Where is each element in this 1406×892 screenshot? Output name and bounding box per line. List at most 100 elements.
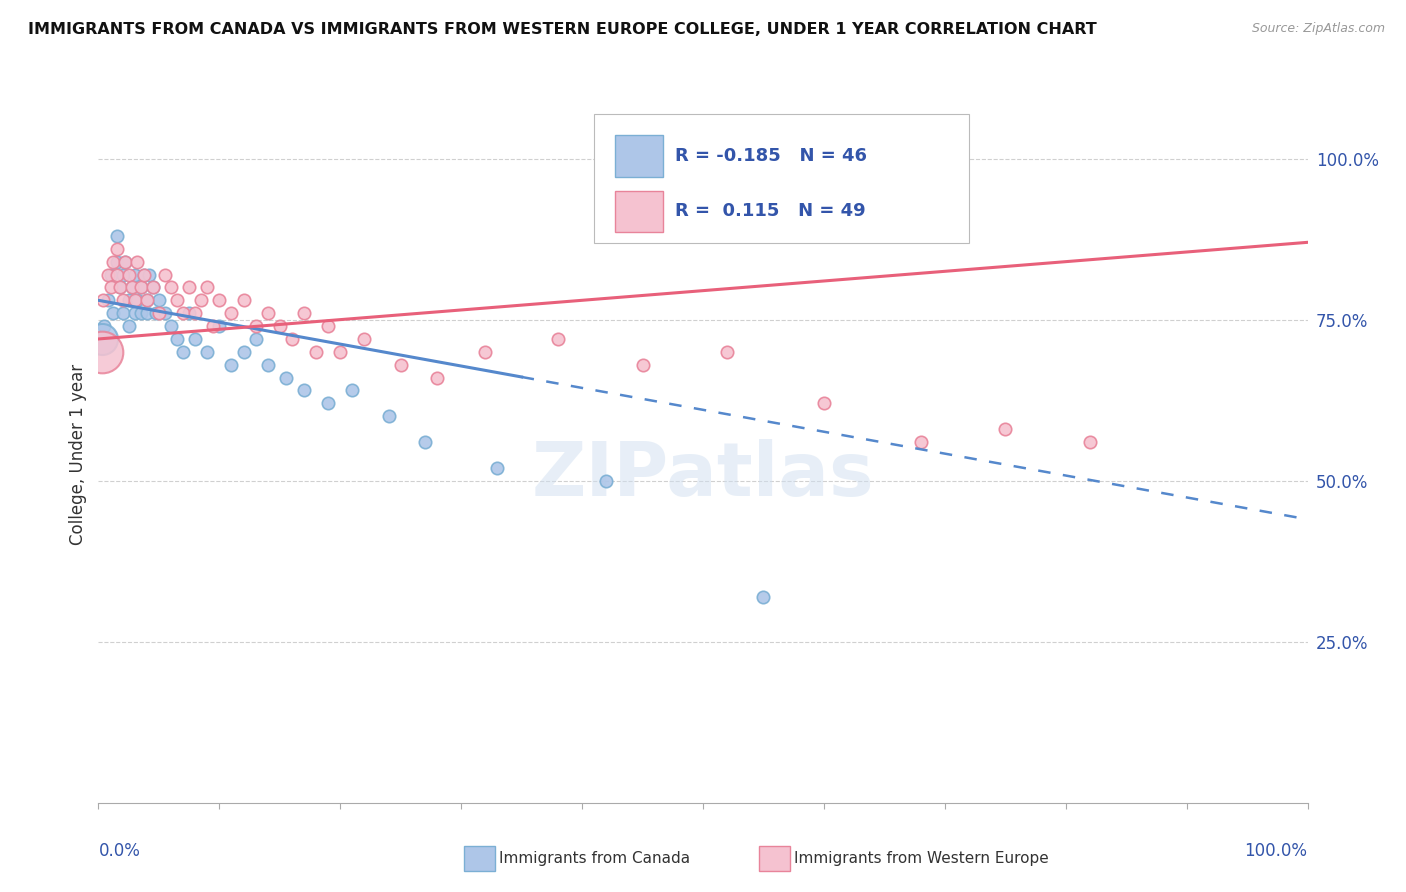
- Point: [105, 268, 128, 282]
- Point: [118, 268, 141, 282]
- Point: [281, 332, 304, 346]
- Point: [127, 293, 149, 308]
- Point: [148, 293, 170, 308]
- Point: [105, 228, 128, 243]
- Point: [105, 242, 128, 256]
- Point: [413, 435, 436, 450]
- Point: [160, 319, 183, 334]
- Point: [138, 268, 160, 282]
- Point: [145, 306, 167, 320]
- Point: [426, 370, 449, 384]
- Point: [129, 306, 152, 320]
- Point: [994, 422, 1017, 436]
- Point: [292, 384, 315, 398]
- Point: [232, 344, 254, 359]
- Text: Immigrants from Western Europe: Immigrants from Western Europe: [794, 851, 1049, 865]
- Point: [177, 280, 201, 294]
- Point: [118, 293, 141, 308]
- Point: [474, 344, 496, 359]
- Point: [329, 344, 352, 359]
- Point: [256, 306, 278, 320]
- Point: [100, 268, 122, 282]
- Point: [208, 319, 231, 334]
- Point: [377, 409, 399, 424]
- Point: [221, 358, 243, 372]
- Text: R = -0.185   N = 46: R = -0.185 N = 46: [675, 147, 868, 165]
- Point: [172, 306, 194, 320]
- Point: [245, 332, 267, 346]
- Point: [595, 474, 617, 488]
- Point: [114, 254, 136, 268]
- Point: [184, 332, 207, 346]
- Point: [97, 293, 120, 308]
- Point: [195, 280, 218, 294]
- Point: [111, 306, 134, 320]
- Text: IMMIGRANTS FROM CANADA VS IMMIGRANTS FROM WESTERN EUROPE COLLEGE, UNDER 1 YEAR C: IMMIGRANTS FROM CANADA VS IMMIGRANTS FRO…: [28, 22, 1097, 37]
- Point: [274, 370, 297, 384]
- Point: [716, 344, 738, 359]
- Text: R =  0.115   N = 49: R = 0.115 N = 49: [675, 202, 866, 220]
- Point: [91, 293, 114, 308]
- FancyBboxPatch shape: [595, 114, 969, 243]
- Point: [190, 293, 212, 308]
- Point: [111, 268, 134, 282]
- Point: [121, 280, 143, 294]
- FancyBboxPatch shape: [614, 191, 664, 232]
- Point: [256, 358, 278, 372]
- Point: [135, 306, 157, 320]
- Point: [160, 280, 183, 294]
- Point: [97, 268, 120, 282]
- Text: Immigrants from Canada: Immigrants from Canada: [499, 851, 690, 865]
- Y-axis label: College, Under 1 year: College, Under 1 year: [69, 364, 87, 546]
- Text: ZIPatlas: ZIPatlas: [531, 439, 875, 512]
- Point: [195, 344, 218, 359]
- Point: [166, 332, 188, 346]
- Text: 100.0%: 100.0%: [1244, 842, 1308, 860]
- Point: [153, 306, 176, 320]
- Point: [547, 332, 569, 346]
- Point: [124, 293, 146, 308]
- Text: Source: ZipAtlas.com: Source: ZipAtlas.com: [1251, 22, 1385, 36]
- Point: [124, 268, 146, 282]
- Point: [108, 280, 131, 294]
- Point: [114, 254, 136, 268]
- Point: [142, 280, 165, 294]
- Point: [153, 268, 176, 282]
- Point: [184, 306, 207, 320]
- Point: [292, 306, 315, 320]
- Point: [166, 293, 188, 308]
- Point: [177, 306, 201, 320]
- Point: [813, 396, 835, 410]
- Point: [135, 293, 157, 308]
- Point: [101, 254, 124, 268]
- Point: [232, 293, 254, 308]
- Point: [100, 280, 122, 294]
- Point: [172, 344, 194, 359]
- Point: [221, 306, 243, 320]
- Point: [910, 435, 932, 450]
- FancyBboxPatch shape: [614, 135, 664, 177]
- Point: [108, 280, 131, 294]
- Point: [111, 293, 134, 308]
- Point: [342, 384, 364, 398]
- Point: [101, 306, 124, 320]
- Point: [124, 306, 146, 320]
- Point: [316, 319, 339, 334]
- Point: [91, 344, 114, 359]
- Point: [752, 590, 775, 604]
- Point: [1078, 435, 1101, 450]
- Point: [148, 306, 170, 320]
- Point: [208, 293, 231, 308]
- Point: [486, 460, 509, 475]
- Point: [118, 319, 141, 334]
- Point: [134, 268, 156, 282]
- Point: [105, 254, 128, 268]
- Point: [305, 344, 328, 359]
- Point: [91, 332, 114, 346]
- Point: [129, 280, 152, 294]
- Point: [353, 332, 375, 346]
- Point: [134, 268, 156, 282]
- Point: [142, 280, 165, 294]
- Point: [121, 280, 143, 294]
- Point: [129, 280, 152, 294]
